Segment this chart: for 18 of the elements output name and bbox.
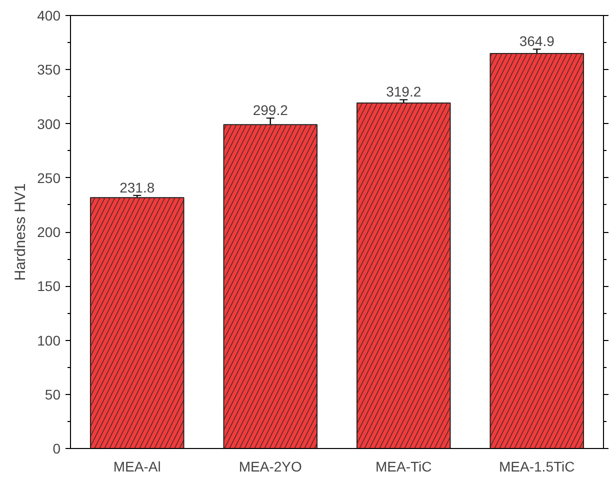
y-tick-label: 250 xyxy=(37,170,61,186)
data-label: 319.2 xyxy=(386,84,422,100)
y-tick-label: 350 xyxy=(37,62,61,78)
y-tick-label: 50 xyxy=(44,386,61,402)
y-tick-label: 400 xyxy=(37,8,61,24)
y-tick-label: 200 xyxy=(37,224,61,240)
y-tick-label: 300 xyxy=(37,116,61,132)
y-tick-label: 100 xyxy=(37,332,61,348)
data-label: 299.2 xyxy=(252,102,288,118)
y-tick-label: 0 xyxy=(52,440,61,456)
x-tick-label: MEA-2YO xyxy=(238,458,302,474)
x-tick-label: MEA-TiC xyxy=(376,458,432,474)
data-label: 364.9 xyxy=(519,33,555,50)
x-tick-label: MEA-1.5TiC xyxy=(499,458,575,474)
y-axis-title: Hardness HV1 xyxy=(12,183,30,281)
data-label: 231.8 xyxy=(120,179,155,196)
y-tick-label: 150 xyxy=(37,278,61,294)
x-tick-label: MEA-Al xyxy=(113,458,161,474)
